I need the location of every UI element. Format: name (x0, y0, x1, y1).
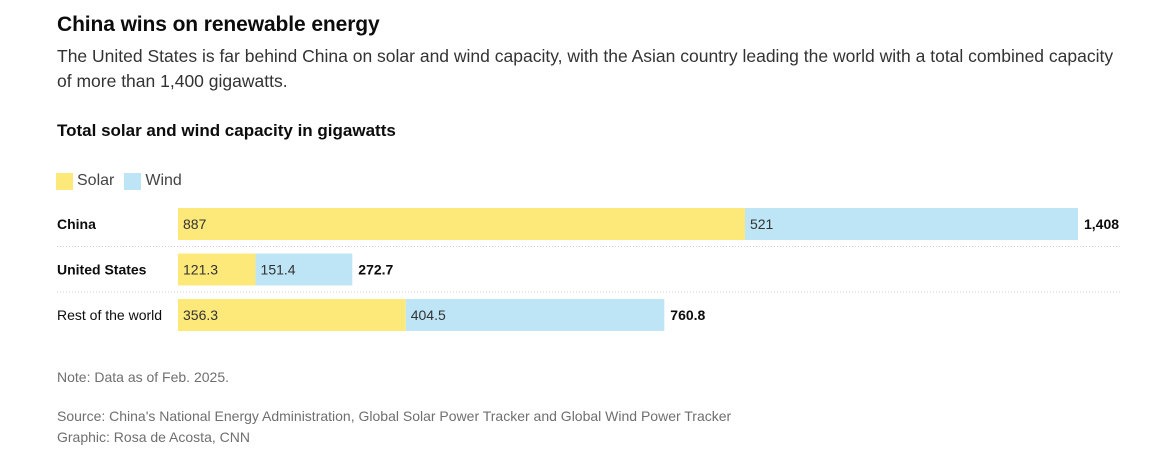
bar-solar-united-states (178, 253, 256, 286)
bar-wind-china (744, 208, 1078, 240)
chart-note: Note: Data as of Feb. 2025. (57, 369, 229, 385)
legend-label-wind: Wind (145, 172, 182, 189)
bar-label-wind-rest-of-the-world: 404.5 (411, 307, 446, 323)
category-label-china: China (57, 216, 96, 232)
bar-label-solar-china: 887 (183, 216, 207, 232)
category-label-rest-of-the-world: Rest of the world (57, 307, 162, 323)
legend-item-solar: Solar (56, 172, 114, 190)
chart-source: Source: China's National Energy Administ… (57, 406, 731, 448)
legend: Solar Wind (56, 172, 192, 190)
legend-swatch-solar (56, 172, 73, 190)
bar-label-solar-rest-of-the-world: 356.3 (183, 307, 218, 323)
bar-label-wind-united-states: 151.4 (261, 262, 296, 278)
legend-label-solar: Solar (77, 172, 115, 189)
total-label-united-states: 272.7 (358, 262, 393, 278)
credit-line: Graphic: Rosa de Acosta, CNN (57, 429, 250, 445)
chart-subtitle: The United States is far behind China on… (57, 46, 1114, 91)
legend-swatch-wind (124, 172, 142, 190)
chart-heading: Total solar and wind capacity in gigawat… (57, 121, 396, 140)
category-label-united-states: United States (57, 262, 147, 278)
legend-item-wind: Wind (124, 172, 182, 190)
bar-label-solar-united-states: 121.3 (183, 262, 218, 278)
total-label-china: 1,408 (1084, 216, 1119, 232)
total-label-rest-of-the-world: 760.8 (670, 307, 705, 323)
source-line: Source: China's National Energy Administ… (57, 408, 732, 424)
chart-title: China wins on renewable energy (57, 13, 380, 36)
bar-solar-china (178, 208, 745, 240)
bar-wind-united-states (255, 253, 353, 286)
bar-label-wind-china: 521 (750, 216, 774, 232)
bar-wind-rest-of-the-world (405, 299, 665, 331)
bar-solar-rest-of-the-world (178, 299, 406, 331)
